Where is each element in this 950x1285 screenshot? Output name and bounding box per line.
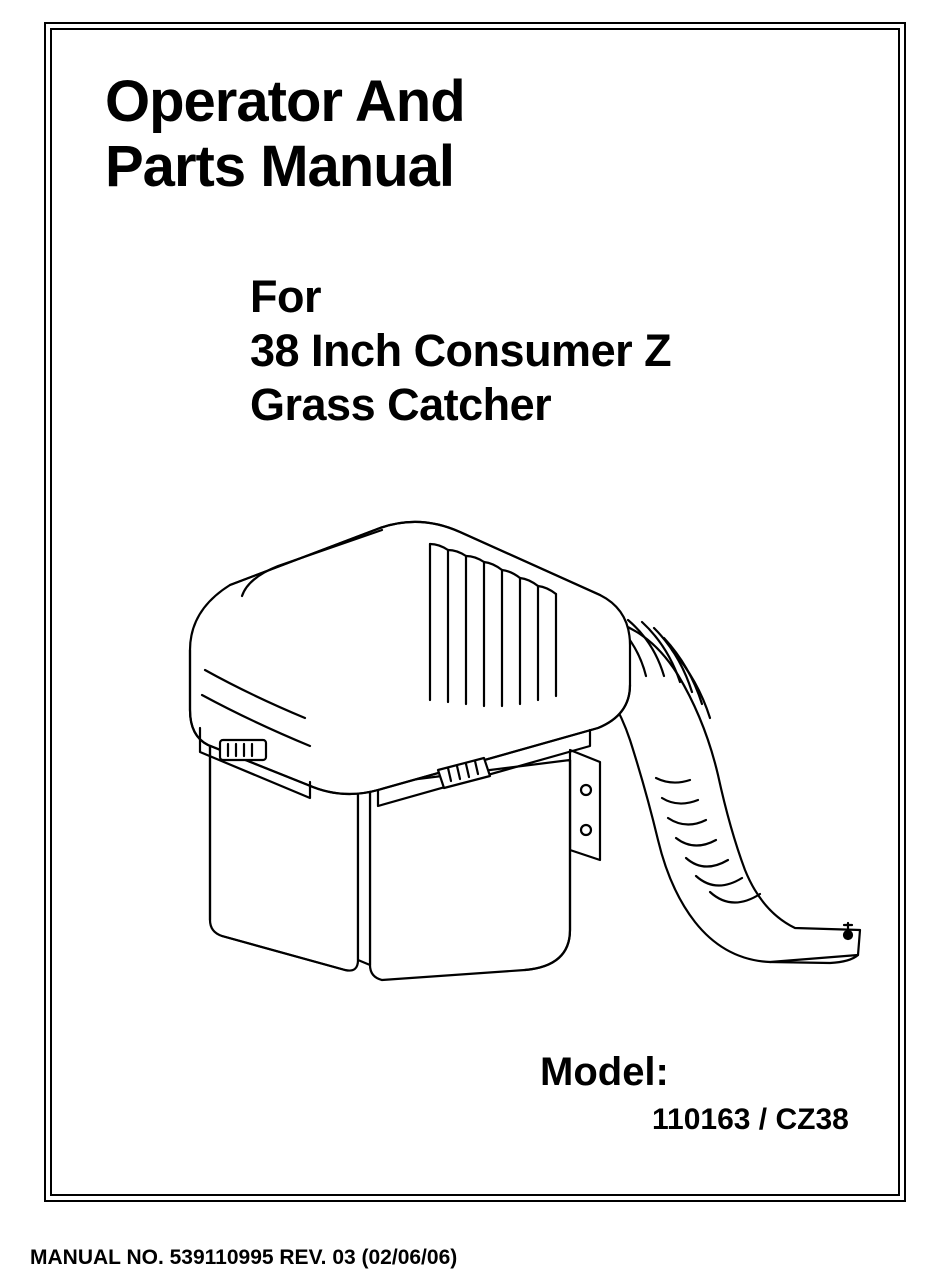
grass-catcher-illustration (130, 500, 870, 1010)
title-line1: Operator And (105, 70, 465, 135)
subtitle-block: For 38 Inch Consumer Z Grass Catcher (250, 270, 671, 432)
model-number: 110163 / CZ38 (652, 1103, 849, 1137)
model-label: Model: (540, 1050, 849, 1095)
title-line2: Parts Manual (105, 135, 465, 200)
subtitle-line1: For (250, 270, 671, 324)
title-block: Operator And Parts Manual (105, 70, 465, 200)
model-block: Model: 110163 / CZ38 (540, 1050, 849, 1137)
subtitle-line2: 38 Inch Consumer Z (250, 324, 671, 378)
subtitle-line3: Grass Catcher (250, 378, 671, 432)
footer-manual-number: MANUAL NO. 539110995 REV. 03 (02/06/06) (30, 1246, 457, 1270)
